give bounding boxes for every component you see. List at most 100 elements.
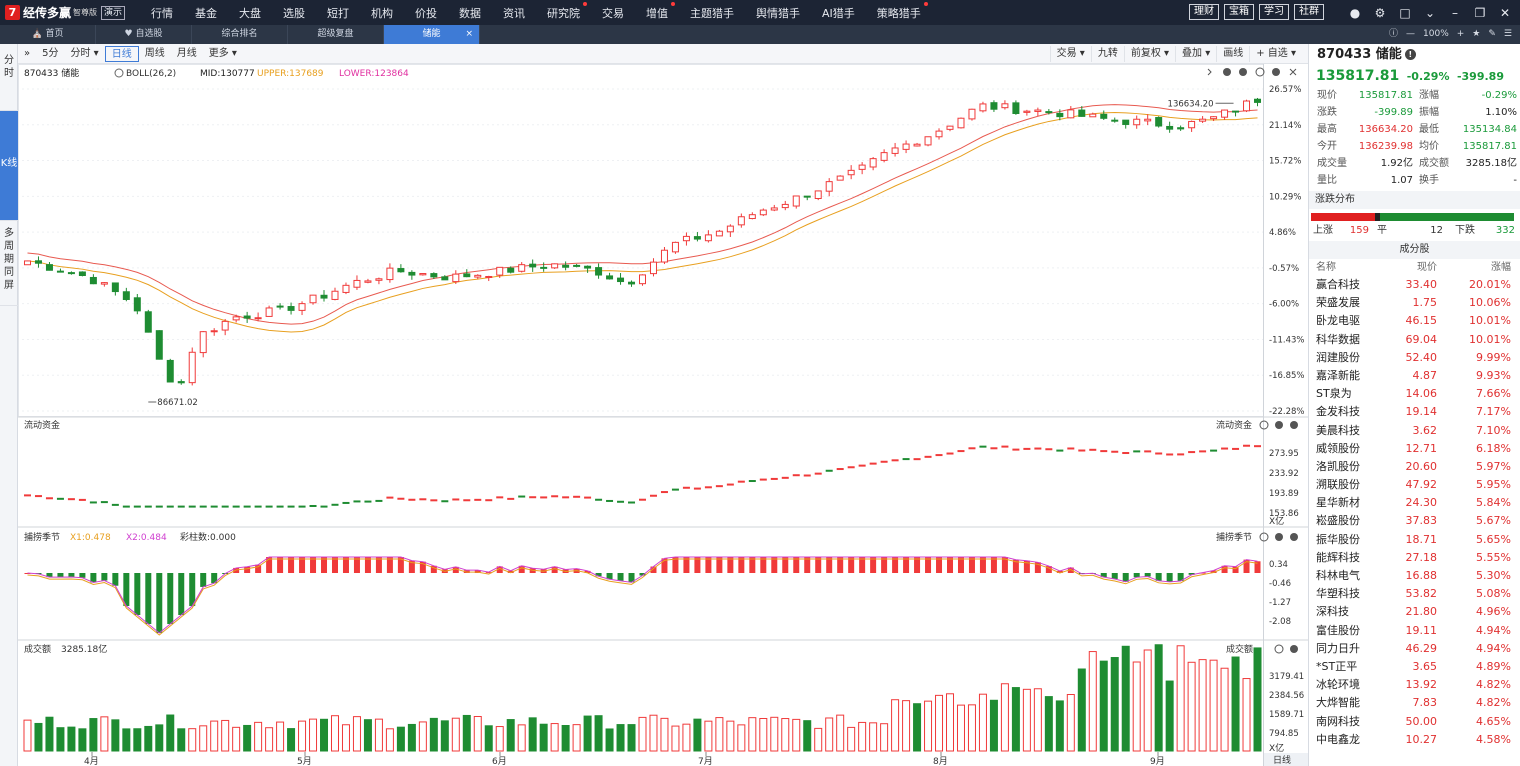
menu-item[interactable]: 研究院 [536, 1, 591, 21]
constituent-row[interactable]: 润建股份 52.40 9.99% [1316, 350, 1511, 364]
menu-item[interactable]: 短打 [327, 6, 349, 20]
constituent-row[interactable]: 嘉泽新能 4.87 9.93% [1316, 368, 1511, 382]
volume-bar [133, 728, 142, 752]
menu-icon[interactable]: ☰ [1503, 29, 1512, 39]
menu-item[interactable]: 机构 [371, 6, 393, 20]
period-button[interactable]: 月线 [176, 47, 197, 59]
chart-canvas[interactable]: 870433 储能 BOLL(26,2) MID:130777 UPPER:13768… [18, 64, 1308, 766]
constituent-row[interactable]: 赢合科技 33.40 20.01% [1316, 278, 1511, 291]
chart-tool-button[interactable]: 前复权 ▾ [1123, 46, 1175, 62]
chart-tool-button[interactable]: 九转 [1090, 46, 1124, 62]
chart-tool-button[interactable]: 交易 ▾ [1049, 46, 1091, 62]
period-button[interactable]: 分时 ▾ [70, 47, 99, 59]
menu-item[interactable]: 基金 [195, 6, 217, 20]
close-icon[interactable]: ✕ [1499, 5, 1511, 20]
constituent-row[interactable]: 荣盛发展 1.75 10.06% [1316, 296, 1511, 310]
restore-icon[interactable]: ❐ [1474, 5, 1486, 20]
menu-item[interactable]: 数据 [459, 6, 481, 20]
volume-bar [210, 720, 219, 752]
constituent-row[interactable]: 同力日升 46.29 4.94% [1316, 641, 1511, 655]
zoom-in-button[interactable]: + [1456, 29, 1465, 39]
gear-icon[interactable]: ⚙ [1374, 5, 1386, 20]
constituent-row[interactable]: 深科技 21.80 4.96% [1316, 605, 1511, 619]
info-icon[interactable]: ⓘ [1389, 29, 1399, 39]
flow-tick-label: 273.95 [1269, 449, 1299, 459]
menu-item[interactable]: 主题猎手 [690, 6, 734, 20]
season-bar [507, 570, 514, 573]
minimize-icon[interactable]: – [1452, 5, 1458, 20]
menu-item[interactable]: 行情 [151, 6, 173, 20]
pen-icon[interactable]: ✎ [1488, 29, 1496, 39]
sidenav-timeshare[interactable]: 分时 [0, 44, 18, 111]
menu-item[interactable]: 策略猎手 [866, 1, 932, 21]
period-button[interactable]: 日线 [104, 45, 139, 62]
constituent-row[interactable]: 金发科技 19.14 7.17% [1316, 405, 1511, 419]
chart-tool-button[interactable]: 画线 [1216, 46, 1249, 62]
tab-energy-storage[interactable]: 储能 × [384, 25, 480, 44]
star-icon[interactable]: ★ [1472, 29, 1481, 39]
window-icon[interactable]: □ [1399, 5, 1411, 20]
constituent-row[interactable]: 大烨智能 7.83 4.82% [1316, 696, 1511, 710]
tab-watchlist[interactable]: ♥ 自选股 [96, 25, 192, 44]
quick-button[interactable]: 宝箱 [1224, 4, 1254, 20]
constituent-row[interactable]: 科林电气 16.88 5.30% [1316, 569, 1511, 582]
constituent-row[interactable]: 星华新材 24.30 5.84% [1316, 496, 1511, 510]
sidenav-multi-period[interactable]: 多周期同屏 [0, 221, 18, 306]
chevron-down-icon[interactable]: ⌄ [1424, 5, 1436, 20]
user-icon[interactable]: ● [1349, 5, 1361, 20]
constituent-row[interactable]: 振华股份 18.71 5.65% [1316, 532, 1511, 546]
sidenav-kline[interactable]: K线 [0, 111, 18, 221]
pct-tick-label: -6.00% [1269, 300, 1299, 310]
app-logo[interactable]: 7 经传多赢 智尊版 演示 [0, 4, 140, 21]
menu-item[interactable]: 选股 [283, 6, 305, 20]
quick-button[interactable]: 学习 [1259, 4, 1289, 20]
chart-tools: 交易 ▾ 九转 前复权 ▾ 叠加 ▾ 画线 + 自选 ▾ [1049, 46, 1302, 62]
chart-tool-button[interactable]: + 自选 ▾ [1249, 46, 1302, 62]
constituent-row[interactable]: *ST正平 3.65 4.89% [1316, 659, 1511, 673]
menu-item[interactable]: 舆情猎手 [756, 6, 800, 20]
season-x1-line [27, 558, 1258, 636]
zoom-out-button[interactable]: — [1406, 29, 1416, 39]
collapse-icon[interactable]: » [24, 47, 31, 59]
menu-item[interactable]: 价投 [415, 6, 437, 20]
constituent-row[interactable]: 南网科技 50.00 4.65% [1316, 714, 1511, 728]
season-bar [925, 557, 932, 573]
flow-dash [287, 505, 295, 508]
constituent-row[interactable]: 卧龙电驱 46.15 10.01% [1316, 314, 1511, 328]
constituent-row[interactable]: 威领股份 12.71 6.18% [1316, 441, 1511, 455]
season-bar [727, 557, 734, 573]
volume-bar [1176, 645, 1185, 752]
quick-button[interactable]: 社群 [1294, 4, 1324, 20]
constituent-row[interactable]: 中电鑫龙 10.27 4.58% [1316, 732, 1511, 746]
constituent-row[interactable]: 洛凯股份 20.60 5.97% [1316, 459, 1511, 473]
menu-item[interactable]: 资讯 [503, 6, 525, 20]
constituent-row[interactable]: 溯联股份 47.92 5.95% [1316, 478, 1511, 492]
constituent-row[interactable]: 富佳股份 19.11 4.94% [1316, 623, 1511, 637]
constituent-row[interactable]: 科华数据 69.04 10.01% [1316, 332, 1511, 346]
menu-item[interactable]: AI猎手 [822, 6, 855, 20]
tab-review[interactable]: 超级复盘 [288, 25, 384, 44]
menu-item[interactable]: 大盘 [239, 6, 261, 20]
flow-dash [836, 468, 844, 471]
constituent-row[interactable]: ST泉为 14.06 7.66% [1316, 387, 1511, 401]
chart-tool-button[interactable]: 叠加 ▾ [1175, 46, 1216, 62]
menu-item[interactable]: 增值 [635, 1, 679, 21]
constituent-row[interactable]: 冰轮环境 13.92 4.82% [1316, 678, 1511, 692]
period-button[interactable]: 更多 ▾ [208, 47, 237, 59]
period-button[interactable]: 5分 [42, 47, 59, 59]
constituent-row[interactable]: 华塑科技 53.82 5.08% [1316, 587, 1511, 601]
constituent-row[interactable]: 崧盛股份 37.83 5.67% [1316, 514, 1511, 528]
demo-badge[interactable]: 演示 [101, 5, 126, 20]
quick-button[interactable]: 理财 [1189, 4, 1219, 20]
season-bar [200, 573, 207, 587]
tab-home[interactable]: ⛪ 首页 [0, 25, 96, 44]
flow-dash [397, 497, 405, 500]
info-icon[interactable]: ! [1404, 49, 1416, 60]
flow-dash [67, 498, 75, 501]
constituent-row[interactable]: 美晨科技 3.62 7.10% [1316, 423, 1511, 437]
menu-item[interactable]: 交易 [602, 6, 624, 20]
tab-close-icon[interactable]: × [465, 29, 473, 39]
period-button[interactable]: 周线 [144, 47, 165, 59]
tab-ranking[interactable]: 综合排名 [192, 25, 288, 44]
constituent-row[interactable]: 能辉科技 27.18 5.55% [1316, 550, 1511, 564]
